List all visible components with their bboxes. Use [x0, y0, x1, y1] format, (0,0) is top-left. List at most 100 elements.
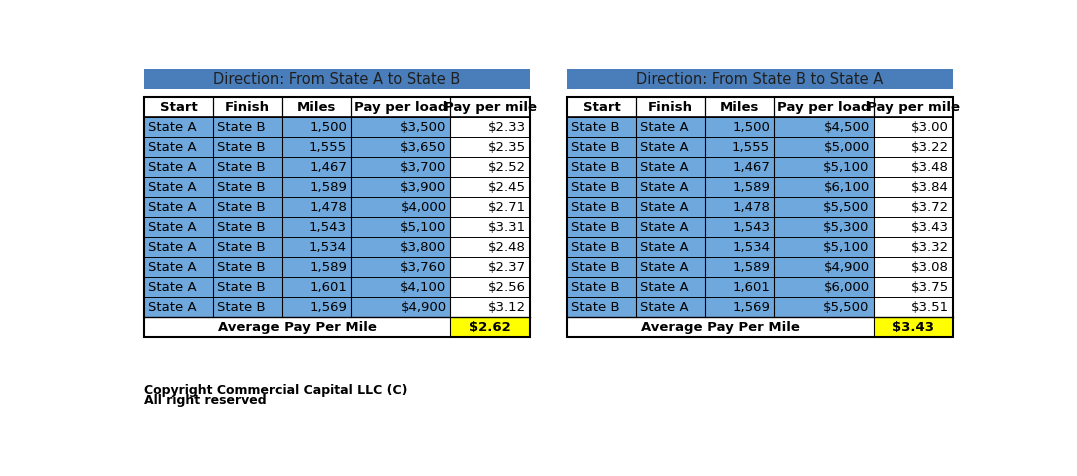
- Text: $2.45: $2.45: [488, 181, 526, 194]
- Text: $3.22: $3.22: [911, 141, 949, 154]
- Text: State B: State B: [571, 201, 619, 214]
- Text: $4,900: $4,900: [824, 261, 870, 274]
- Text: State B: State B: [216, 181, 265, 194]
- Bar: [568, 117, 873, 137]
- Bar: [568, 197, 873, 217]
- Text: State B: State B: [571, 301, 619, 314]
- Text: State B: State B: [216, 221, 265, 234]
- Text: 1,467: 1,467: [732, 161, 770, 174]
- Text: 1,500: 1,500: [732, 121, 770, 134]
- Bar: [144, 298, 450, 317]
- Bar: [873, 217, 953, 238]
- Text: State A: State A: [148, 181, 196, 194]
- Text: State A: State A: [148, 241, 196, 254]
- Text: State A: State A: [640, 181, 688, 194]
- Text: $3,650: $3,650: [401, 141, 447, 154]
- Bar: [568, 137, 873, 157]
- Bar: [568, 238, 873, 258]
- Bar: [568, 157, 873, 177]
- Text: Finish: Finish: [648, 100, 693, 114]
- Text: 1,534: 1,534: [309, 241, 347, 254]
- Text: $3.43: $3.43: [893, 321, 934, 334]
- Text: Pay per mile: Pay per mile: [444, 100, 536, 114]
- Bar: [450, 197, 530, 217]
- Text: Average Pay Per Mile: Average Pay Per Mile: [641, 321, 800, 334]
- Bar: [568, 317, 873, 337]
- Bar: [873, 137, 953, 157]
- Text: $4,000: $4,000: [401, 201, 447, 214]
- Text: State B: State B: [571, 281, 619, 294]
- Text: State A: State A: [148, 301, 196, 314]
- Text: State A: State A: [148, 281, 196, 294]
- Text: $2.62: $2.62: [470, 321, 510, 334]
- Text: $2.37: $2.37: [488, 261, 526, 274]
- Text: 1,543: 1,543: [309, 221, 347, 234]
- Text: $4,500: $4,500: [824, 121, 870, 134]
- Bar: [144, 117, 450, 137]
- Text: 1,534: 1,534: [732, 241, 770, 254]
- Text: State A: State A: [640, 241, 688, 254]
- Bar: [568, 69, 953, 89]
- Bar: [873, 177, 953, 197]
- Text: $2.71: $2.71: [488, 201, 526, 214]
- Text: State A: State A: [640, 161, 688, 174]
- Text: State A: State A: [148, 221, 196, 234]
- Bar: [144, 197, 450, 217]
- Bar: [144, 97, 530, 117]
- Text: $2.35: $2.35: [488, 141, 526, 154]
- Text: State B: State B: [216, 261, 265, 274]
- Text: $3,700: $3,700: [401, 161, 447, 174]
- Text: State B: State B: [571, 181, 619, 194]
- Text: State B: State B: [216, 161, 265, 174]
- Text: State B: State B: [216, 201, 265, 214]
- Bar: [144, 317, 450, 337]
- Text: Direction: From State A to State B: Direction: From State A to State B: [213, 72, 461, 87]
- Text: 1,478: 1,478: [309, 201, 347, 214]
- Text: Start: Start: [583, 100, 620, 114]
- Text: 1,478: 1,478: [732, 201, 770, 214]
- Bar: [568, 217, 873, 238]
- Bar: [450, 157, 530, 177]
- Bar: [450, 137, 530, 157]
- Text: All right reserved: All right reserved: [144, 395, 266, 407]
- Bar: [144, 69, 530, 89]
- Text: $3.48: $3.48: [911, 161, 949, 174]
- Text: State B: State B: [571, 241, 619, 254]
- Text: State A: State A: [148, 201, 196, 214]
- Bar: [873, 197, 953, 217]
- Text: State A: State A: [640, 121, 688, 134]
- Bar: [144, 258, 450, 278]
- Text: 1,555: 1,555: [732, 141, 770, 154]
- Bar: [873, 317, 953, 337]
- Text: $5,100: $5,100: [823, 241, 870, 254]
- Text: Pay per load: Pay per load: [354, 100, 447, 114]
- Text: State A: State A: [148, 121, 196, 134]
- Text: $2.33: $2.33: [488, 121, 526, 134]
- Bar: [450, 217, 530, 238]
- Text: 1,601: 1,601: [732, 281, 770, 294]
- Text: Direction: From State B to State A: Direction: From State B to State A: [637, 72, 883, 87]
- Text: $2.48: $2.48: [488, 241, 526, 254]
- Text: Copyright Commercial Capital LLC (C): Copyright Commercial Capital LLC (C): [144, 384, 407, 397]
- Text: $5,500: $5,500: [823, 301, 870, 314]
- Text: $5,100: $5,100: [823, 161, 870, 174]
- Bar: [144, 278, 450, 298]
- Text: $5,300: $5,300: [823, 221, 870, 234]
- Text: $6,100: $6,100: [824, 181, 870, 194]
- Bar: [450, 317, 530, 337]
- Text: $3.08: $3.08: [911, 261, 949, 274]
- Bar: [873, 258, 953, 278]
- Text: 1,500: 1,500: [309, 121, 347, 134]
- Text: Finish: Finish: [225, 100, 270, 114]
- Text: 1,555: 1,555: [309, 141, 347, 154]
- Text: $2.56: $2.56: [488, 281, 526, 294]
- Text: Miles: Miles: [296, 100, 336, 114]
- Text: $3.43: $3.43: [911, 221, 949, 234]
- Text: State A: State A: [148, 141, 196, 154]
- Text: State A: State A: [640, 201, 688, 214]
- Bar: [873, 157, 953, 177]
- Text: State A: State A: [640, 141, 688, 154]
- Text: Average Pay Per Mile: Average Pay Per Mile: [218, 321, 377, 334]
- Text: $4,100: $4,100: [401, 281, 447, 294]
- Bar: [568, 97, 953, 337]
